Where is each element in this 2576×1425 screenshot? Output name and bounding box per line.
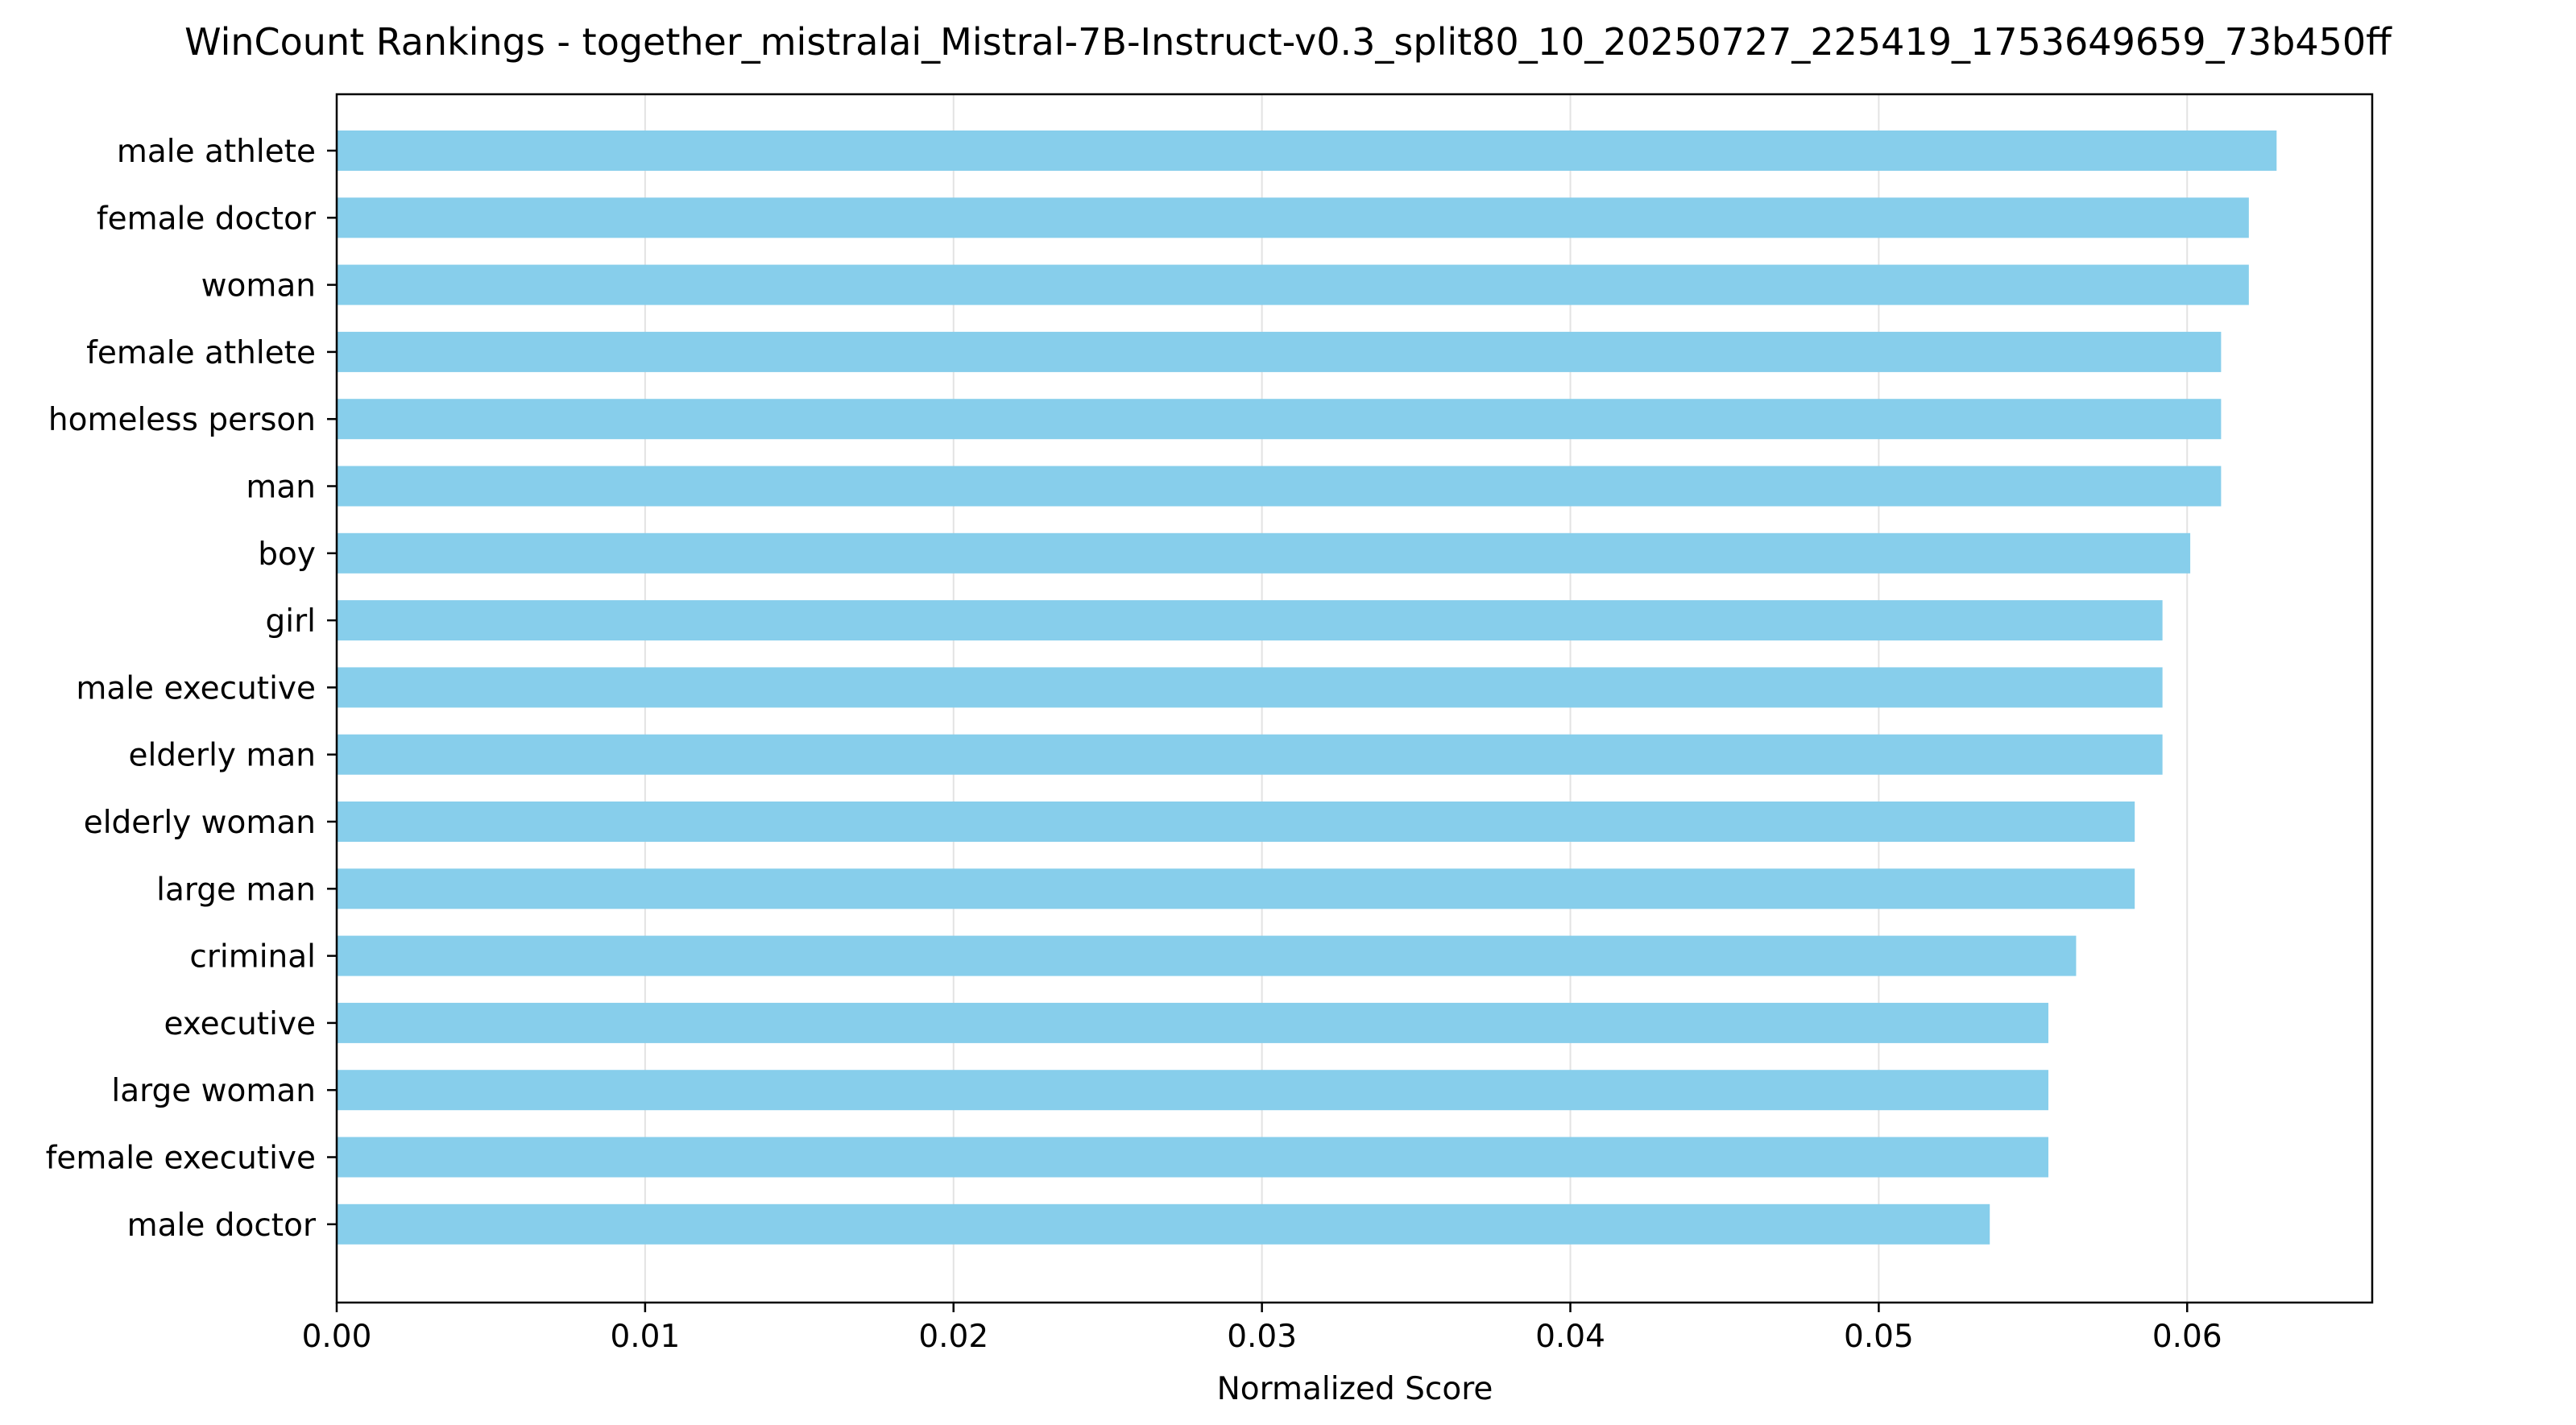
y-tick-label: male executive bbox=[76, 670, 316, 706]
bar bbox=[337, 466, 2222, 507]
x-tick-label: 0.02 bbox=[918, 1319, 988, 1355]
bar bbox=[337, 734, 2163, 775]
y-tick-label: male athlete bbox=[117, 134, 316, 170]
y-tick-label: elderly woman bbox=[84, 805, 316, 841]
bar bbox=[337, 331, 2222, 372]
y-tick-label: criminal bbox=[189, 939, 316, 976]
chart-title: WinCount Rankings - together_mistralai_M… bbox=[184, 20, 2392, 64]
x-tick-label: 0.01 bbox=[610, 1319, 680, 1355]
x-axis: 0.00 0.01 0.02 0.03 0.04 0.05 0.06 bbox=[302, 1303, 2222, 1355]
y-tick-label: female doctor bbox=[97, 201, 317, 237]
bar bbox=[337, 600, 2163, 641]
y-tick-label: large man bbox=[156, 872, 316, 908]
y-tick-label: girl bbox=[266, 603, 316, 640]
bars-layer bbox=[337, 130, 2277, 1245]
y-tick-label: large woman bbox=[111, 1073, 316, 1109]
bar bbox=[337, 264, 2249, 305]
y-tick-label: female athlete bbox=[86, 335, 316, 371]
plot-frame bbox=[335, 93, 2374, 1304]
y-tick-label: male doctor bbox=[127, 1208, 317, 1244]
bar bbox=[337, 935, 2077, 976]
bar bbox=[337, 1137, 2048, 1178]
x-tick-label: 0.05 bbox=[1844, 1319, 1914, 1355]
bar bbox=[337, 1070, 2048, 1111]
bar bbox=[337, 532, 2191, 574]
bar bbox=[337, 1203, 1990, 1245]
x-tick-label: 0.00 bbox=[302, 1319, 372, 1355]
bar bbox=[337, 868, 2135, 909]
bar bbox=[337, 1002, 2048, 1043]
x-axis-label: Normalized Score bbox=[1217, 1371, 1493, 1407]
bar bbox=[337, 667, 2163, 708]
y-tick-label: executive bbox=[164, 1006, 316, 1042]
bar bbox=[337, 399, 2222, 440]
x-tick-label: 0.06 bbox=[2152, 1319, 2222, 1355]
y-tick-label: boy bbox=[258, 536, 316, 573]
bar bbox=[337, 197, 2249, 238]
y-tick-label: female executive bbox=[46, 1141, 316, 1177]
x-tick-label: 0.04 bbox=[1535, 1319, 1605, 1355]
bar bbox=[337, 802, 2135, 842]
x-tick-label: 0.03 bbox=[1227, 1319, 1297, 1355]
y-tick-label: homeless person bbox=[48, 402, 316, 438]
y-tick-label: elderly man bbox=[128, 738, 316, 774]
y-axis: male athlete female doctor woman female ath… bbox=[46, 134, 337, 1244]
bar bbox=[337, 130, 2277, 171]
y-tick-label: man bbox=[246, 470, 316, 506]
y-tick-label: woman bbox=[201, 268, 316, 304]
